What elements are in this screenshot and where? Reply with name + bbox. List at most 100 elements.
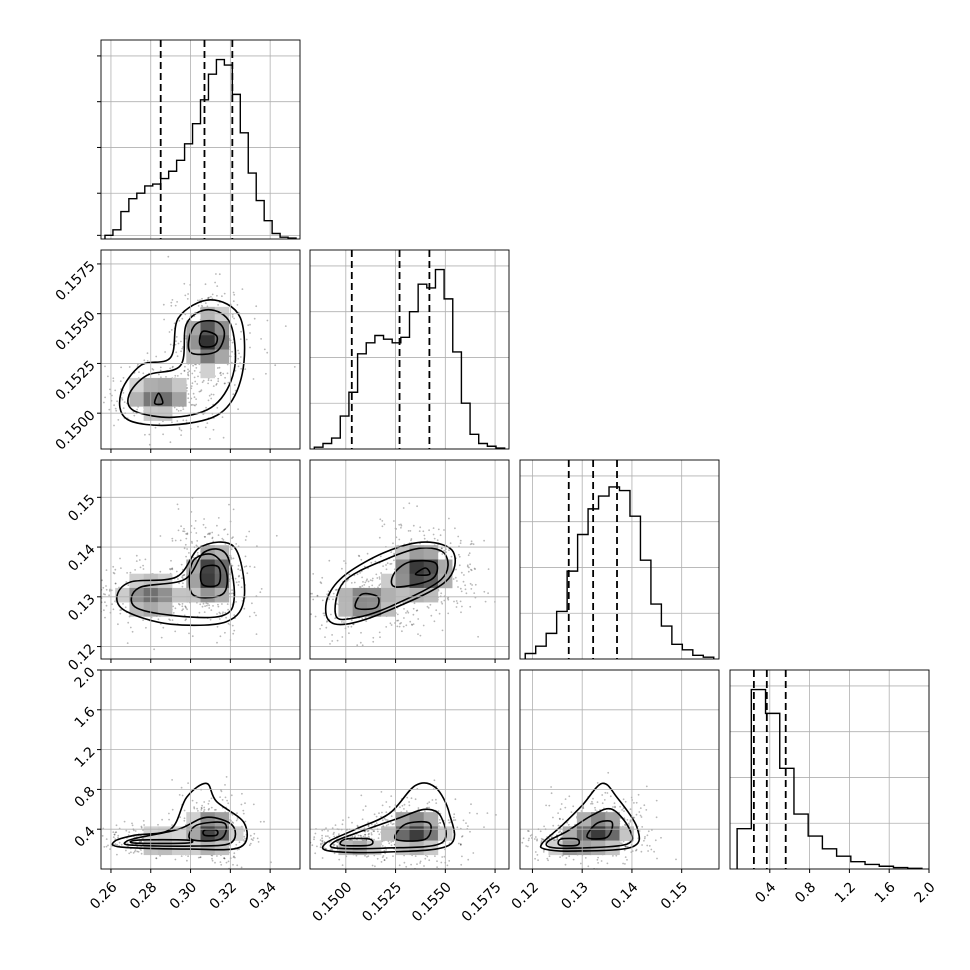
sample-point [207,532,210,535]
sample-point [675,858,677,861]
sample-point [388,842,391,845]
sample-point [363,584,366,586]
sample-point [456,602,459,605]
sample-point [171,808,174,811]
histogram-panel-4 [729,669,930,870]
sample-point [224,382,226,385]
sample-point [477,635,479,638]
sample-point [367,829,370,832]
sample-point [433,620,436,623]
sample-point [398,538,401,541]
sample-point [230,558,233,560]
sample-point [533,838,536,840]
sample-point [211,297,214,300]
sample-point [390,562,393,565]
sample-point [201,381,204,384]
sample-point [396,619,398,622]
sample-point [612,806,614,808]
sample-point [129,626,132,629]
sample-point [185,555,188,558]
sample-point [644,836,646,838]
sample-point [314,615,317,618]
sample-point [252,839,254,841]
sample-point [453,813,456,816]
sample-point [459,539,462,542]
sample-point [624,856,627,858]
sample-point [208,604,211,607]
sample-point [467,554,470,557]
sample-point [72,397,74,399]
sample-point [163,318,166,321]
sample-point [240,367,243,370]
sample-point [248,844,251,847]
sample-point [180,409,182,412]
sample-point [594,806,596,809]
sample-point [107,375,109,378]
sample-point [148,433,151,436]
sample-point [469,582,472,585]
density-cell [186,840,201,856]
sample-point [378,833,381,836]
sample-point [540,840,543,842]
sample-point [133,850,136,853]
sample-point [240,803,243,806]
sample-point [629,808,632,811]
sample-point [423,534,426,537]
sample-point [105,588,108,591]
sample-point [197,299,199,302]
sample-point [378,576,381,578]
sample-point [641,826,644,828]
sample-point [547,859,549,862]
sample-point [379,636,381,639]
sample-point [197,375,199,378]
sample-point [235,543,238,545]
sample-point [326,593,329,596]
sample-point [360,794,363,797]
sample-point [559,856,561,858]
sample-point [54,840,56,842]
sample-point [134,569,137,571]
sample-point [181,317,184,320]
sample-point [159,854,162,857]
sample-point [660,836,662,839]
sample-point [393,520,395,522]
sample-point [198,876,200,878]
density-cell [172,587,187,603]
sample-point [221,537,224,540]
sample-point [327,590,330,593]
sample-point [207,399,210,402]
sample-point [218,273,221,276]
sample-point [190,385,193,387]
sample-point [361,585,364,587]
contour-line [545,807,634,850]
sample-point [225,776,228,778]
sample-point [341,621,343,623]
sample-point [364,805,367,808]
sample-point [367,824,370,827]
sample-point [257,841,260,843]
sample-point [187,397,190,400]
sample-point [222,611,224,614]
sample-point [202,413,205,415]
x-tick-label: 0.15 [658,879,691,912]
sample-point [403,608,405,610]
sample-point [515,843,517,845]
sample-point [447,819,450,821]
sample-point [440,547,443,550]
sample-point [187,393,190,395]
sample-point [237,365,240,368]
sample-point [236,864,239,867]
sample-point [464,588,467,591]
sample-point [646,834,649,837]
density-cell [605,826,620,841]
histogram-panel-1 [97,39,301,240]
sample-point [454,527,456,530]
sample-point [184,606,187,608]
sample-point [414,855,417,857]
sample-point [217,380,220,383]
contour-line [129,838,194,845]
sample-point [217,603,219,606]
sample-point [622,862,624,865]
sample-point [566,821,568,824]
sample-point [408,804,411,807]
